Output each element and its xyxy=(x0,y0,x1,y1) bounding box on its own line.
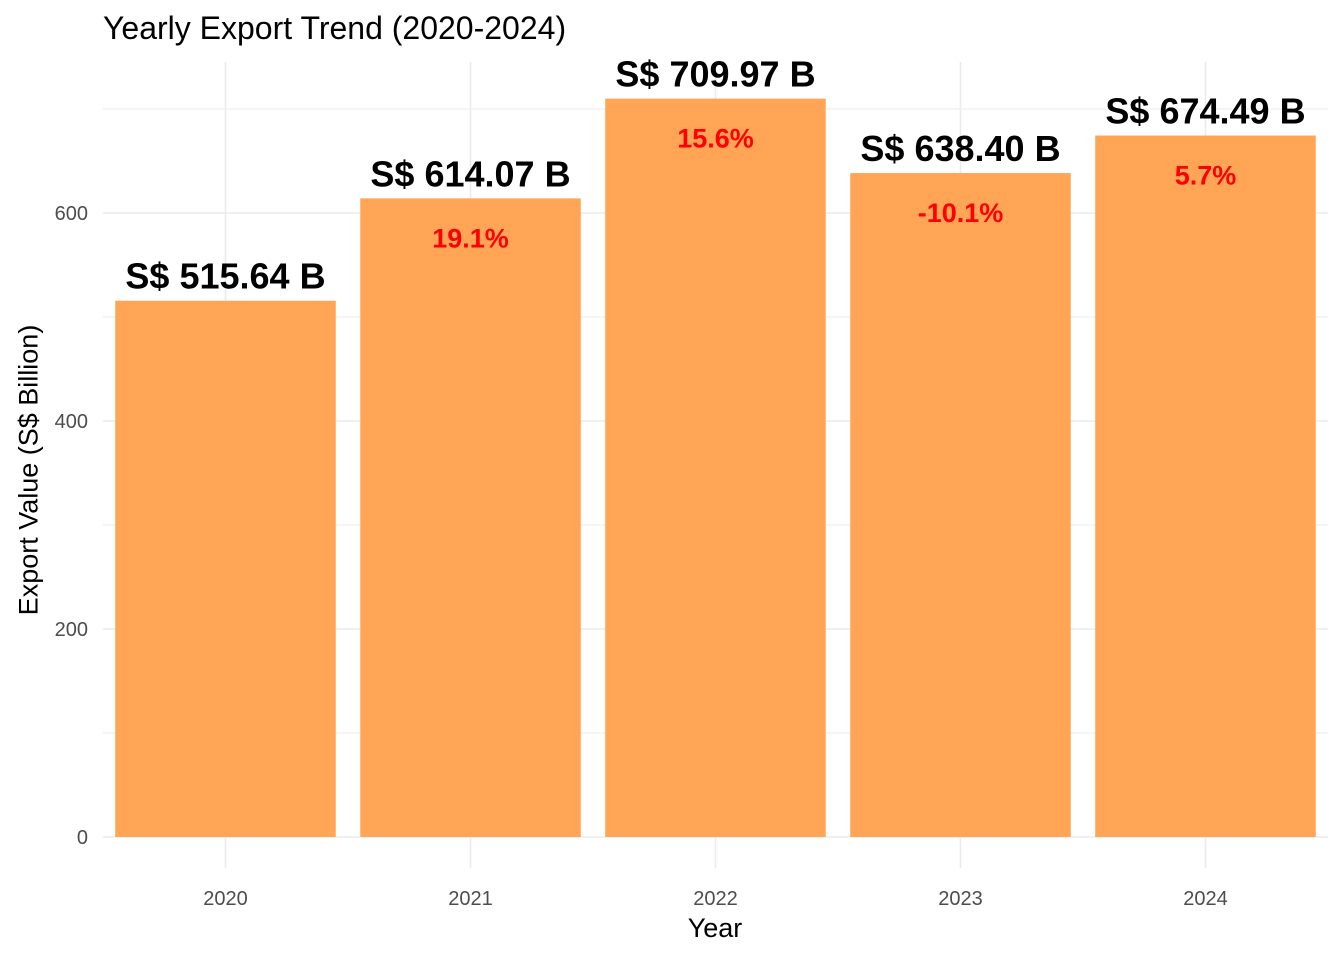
value-label-2021: S$ 614.07 B xyxy=(370,153,570,194)
value-label-2020: S$ 515.64 B xyxy=(125,256,325,297)
y-axis-label: Export Value (S$ Billion) xyxy=(13,324,44,616)
x-tick-label: 2020 xyxy=(203,888,248,910)
x-axis-label: Year xyxy=(687,913,743,943)
x-tick-label: 2021 xyxy=(448,888,493,910)
bar-2020 xyxy=(115,300,336,838)
value-label-2024: S$ 674.49 B xyxy=(1105,91,1305,132)
bar-2024 xyxy=(1095,135,1316,837)
y-tick-label: 200 xyxy=(55,619,88,641)
value-label-2022: S$ 709.97 B xyxy=(615,54,815,95)
value-label-2023: S$ 638.40 B xyxy=(860,128,1060,169)
bar-2021 xyxy=(360,198,581,838)
growth-label-2022: 15.6% xyxy=(677,124,754,154)
bar-2022 xyxy=(605,98,826,837)
x-tick-label: 2023 xyxy=(938,888,983,910)
x-tick-label: 2024 xyxy=(1183,888,1228,910)
y-tick-label: 400 xyxy=(55,411,88,433)
x-tick-label: 2022 xyxy=(693,888,738,910)
y-tick-label: 0 xyxy=(77,827,88,849)
bar-2023 xyxy=(850,173,1071,838)
growth-label-2023: -10.1% xyxy=(918,198,1004,228)
chart-title: Yearly Export Trend (2020-2024) xyxy=(103,10,567,46)
growth-label-2021: 19.1% xyxy=(432,223,509,253)
y-tick-label: 600 xyxy=(55,203,88,225)
growth-label-2024: 5.7% xyxy=(1175,161,1237,191)
